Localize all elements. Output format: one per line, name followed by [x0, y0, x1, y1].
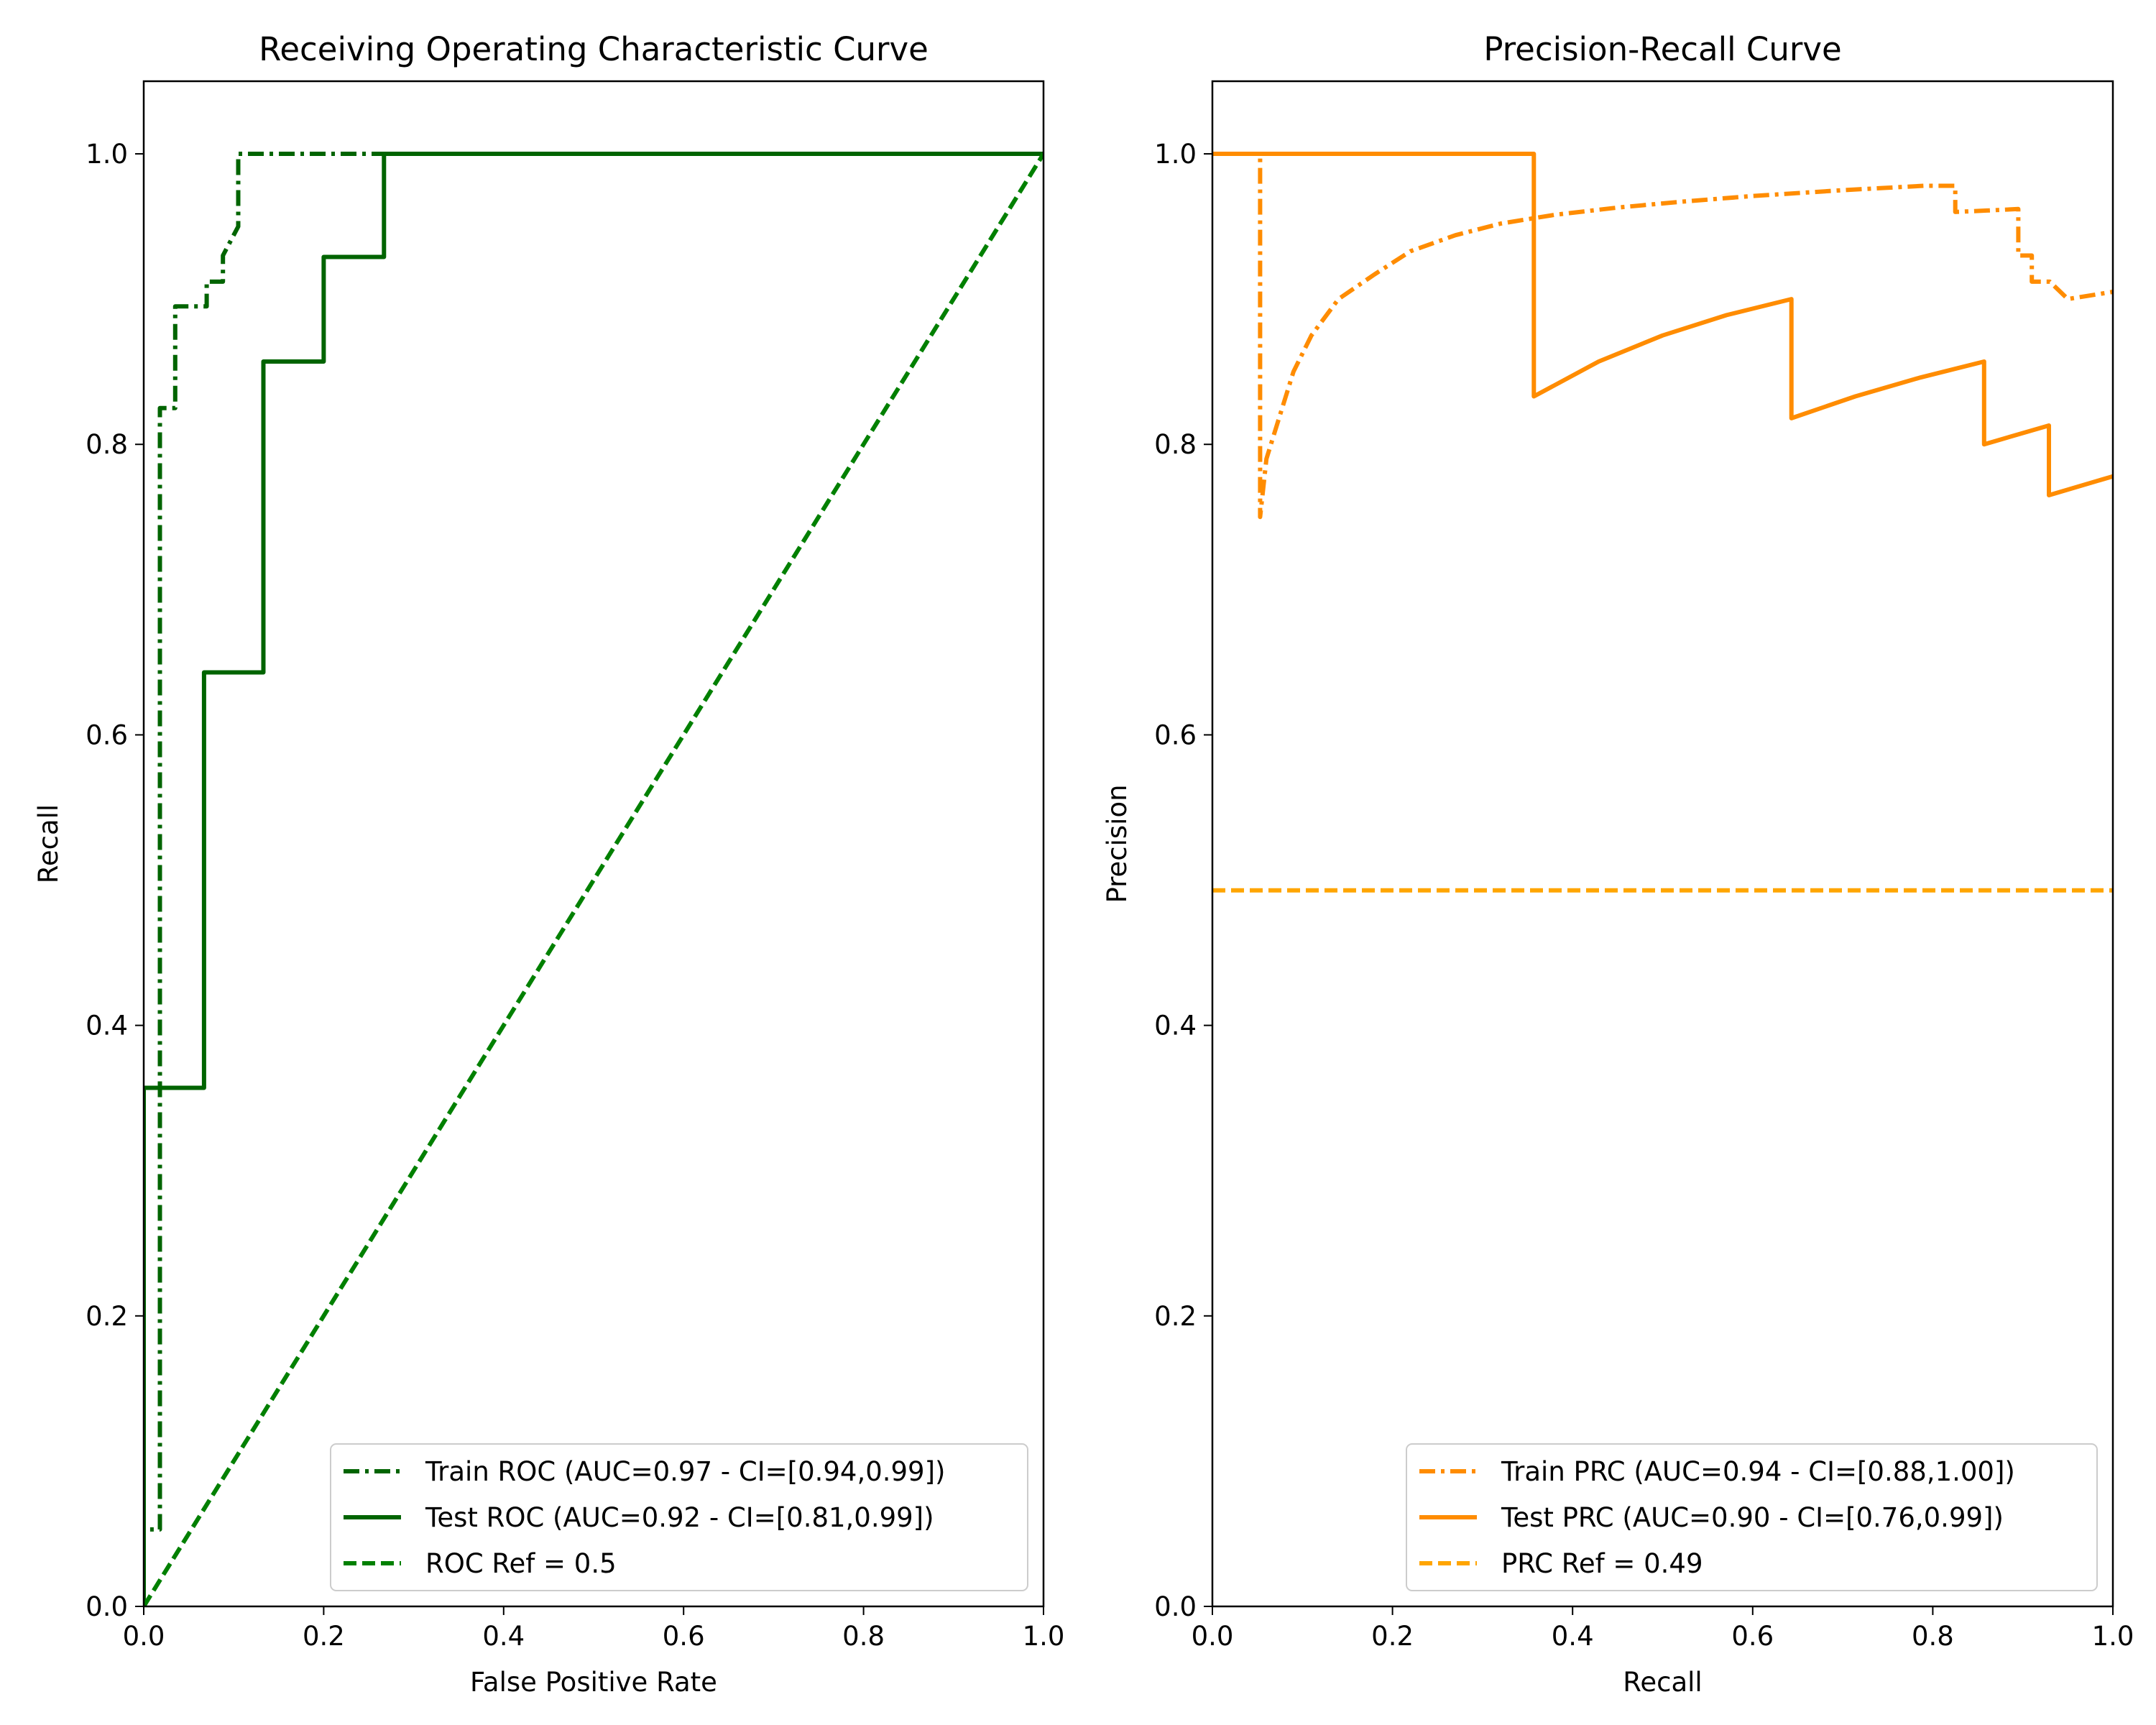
roc-y-tick-label: 0.4: [86, 1011, 128, 1041]
prc-x-tick-label: 0.2: [1371, 1621, 1414, 1652]
prc-x-tick-label: 0.8: [1912, 1621, 1954, 1652]
prc-legend-label-0: Train PRC (AUC=0.94 - CI=[0.88,1.00]): [1501, 1456, 2015, 1487]
prc-y-tick-label: 0.0: [1154, 1591, 1197, 1622]
roc-legend-label-0: Train ROC (AUC=0.97 - CI=[0.94,0.99]): [425, 1456, 945, 1487]
roc-axes-frame: [142, 80, 1045, 1608]
roc-series-line-1: [144, 152, 1044, 1606]
roc-x-tick-label: 0.6: [663, 1621, 705, 1652]
prc-y-tick-label: 0.8: [1154, 429, 1197, 460]
roc-x-tick-label: 0.2: [303, 1621, 345, 1652]
prc-axes-frame: [1211, 80, 2114, 1608]
prc-x-tick-label: 0.6: [1731, 1621, 1774, 1652]
roc-x-tick-label: 0.8: [842, 1621, 885, 1652]
prc-legend-label-2: PRC Ref = 0.49: [1501, 1548, 1703, 1579]
roc-x-tick-label: 0.0: [123, 1621, 165, 1652]
roc-y-tick-label: 1.0: [86, 139, 128, 170]
prc-legend-frame: [1406, 1443, 2098, 1591]
roc-legend-frame: [330, 1443, 1028, 1591]
roc-y-tick-label: 0.8: [86, 429, 128, 460]
prc-series-group: [1212, 152, 2113, 893]
prc-y-tick-label: 0.2: [1154, 1301, 1197, 1332]
roc-series-line-2: [144, 152, 1044, 1606]
prc-x-tick-label: 0.0: [1192, 1621, 1234, 1652]
roc-x-axis-label: False Positive Rate: [470, 1667, 717, 1698]
roc-y-axis-label: Recall: [33, 804, 64, 883]
prc-y-tick-label: 1.0: [1154, 139, 1197, 170]
prc-x-tick-label: 1.0: [2092, 1621, 2134, 1652]
prc-legend-label-1: Test PRC (AUC=0.90 - CI=[0.76,0.99]): [1501, 1502, 2004, 1533]
prc-x-tick-label: 0.4: [1552, 1621, 1594, 1652]
prc-y-axis-label: Precision: [1102, 784, 1133, 903]
roc-series-line-0: [144, 152, 1044, 1606]
prc-series-line-1: [1212, 152, 2113, 497]
prc-y-tick-label: 0.4: [1154, 1011, 1197, 1041]
roc-series-group: [144, 152, 1044, 1606]
roc-chart-title: Receiving Operating Characteristic Curve: [259, 30, 929, 68]
prc-chart-title: Precision-Recall Curve: [1483, 30, 1841, 68]
roc-legend-label-2: ROC Ref = 0.5: [425, 1548, 617, 1579]
roc-chart-panel: 0.0 0.2 0.4 0.6 0.8 1.0 0.0 0.2 0.4 0.6 0.8 1.0 Rece…: [33, 30, 1064, 1698]
prc-series-line-0: [1212, 152, 2113, 520]
prc-x-axis-label: Recall: [1623, 1667, 1702, 1698]
roc-y-tick-label: 0.0: [86, 1591, 128, 1622]
prc-y-tick-label: 0.6: [1154, 719, 1197, 750]
roc-legend: Train ROC (AUC=0.97 - CI=[0.94,0.99]) Tes…: [330, 1443, 1028, 1591]
roc-y-tick-label: 0.6: [86, 719, 128, 750]
roc-y-tick-label: 0.2: [86, 1301, 128, 1332]
prc-legend: Train PRC (AUC=0.94 - CI=[0.88,1.00]) Tes…: [1406, 1443, 2098, 1591]
prc-chart-panel: 0.0 0.2 0.4 0.6 0.8 1.0 0.0 0.2 0.4 0.6 0.8 1.0 Prec…: [1102, 30, 2134, 1698]
roc-x-tick-label: 0.4: [482, 1621, 525, 1652]
roc-x-tick-label: 1.0: [1023, 1621, 1065, 1652]
roc-legend-label-1: Test ROC (AUC=0.92 - CI=[0.81,0.99]): [425, 1502, 934, 1533]
